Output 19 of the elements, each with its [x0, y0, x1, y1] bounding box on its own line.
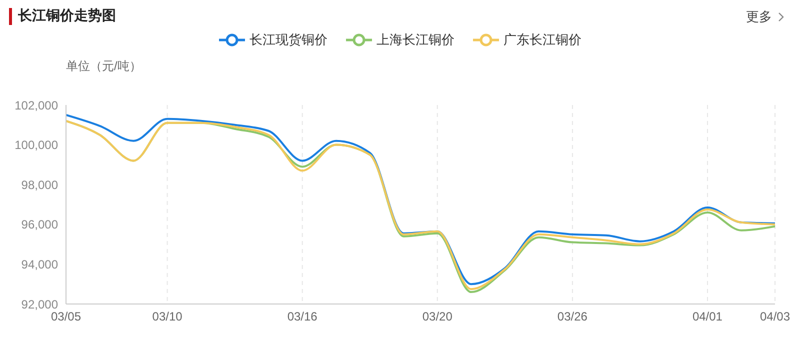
text: 更多	[746, 8, 772, 26]
legend-label: 广东长江铜价	[504, 31, 582, 49]
x-tick-label: 03/26	[557, 310, 588, 324]
x-tick-label: 04/03	[760, 310, 790, 324]
y-tick-label: 94,000	[21, 257, 58, 272]
y-tick-label: 96,000	[21, 218, 58, 232]
y-tick-label: 102,000	[14, 98, 58, 112]
x-tick-label: 04/01	[692, 310, 723, 324]
y-axis-title: 单位（元/吨）	[66, 58, 142, 75]
x-tick-label: 03/16	[287, 310, 318, 324]
legend-label: 长江现货铜价	[250, 31, 328, 49]
x-tick-label: 03/05	[50, 310, 82, 324]
y-tick-label: 100,000	[14, 138, 58, 152]
legend-label: 上海长江铜价	[376, 31, 454, 49]
x-tick-label: 03/20	[422, 310, 453, 324]
y-tick-label: 92,000	[21, 297, 58, 312]
y-tick-label: 98,000	[21, 178, 58, 192]
x-tick-label: 03/10	[152, 310, 183, 324]
chart-title: 长江铜价走势图	[18, 7, 116, 25]
